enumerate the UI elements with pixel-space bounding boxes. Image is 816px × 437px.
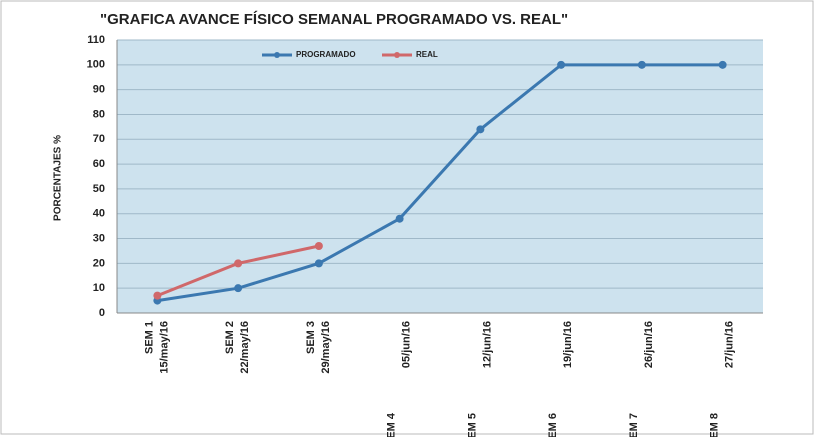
data-point bbox=[153, 291, 162, 300]
x-week-label: SEM 8 bbox=[709, 413, 721, 437]
y-tick-label: 50 bbox=[93, 183, 105, 195]
y-tick-label: 0 bbox=[99, 307, 105, 319]
y-tick-label: 60 bbox=[93, 158, 105, 170]
x-week-label: SEM 7 bbox=[628, 413, 640, 437]
y-tick-label: 90 bbox=[93, 84, 105, 96]
data-point bbox=[234, 284, 243, 293]
x-tick-label: 27/jun/16 bbox=[724, 321, 736, 368]
x-tick-label: 19/jun/16 bbox=[562, 321, 574, 368]
y-axis-label: PORCENTAJES % bbox=[53, 135, 64, 221]
y-tick-label: 70 bbox=[93, 133, 105, 145]
x-tick-label: 22/may/16 bbox=[239, 321, 251, 374]
y-tick-label: 110 bbox=[87, 34, 105, 46]
y-tick-label: 20 bbox=[93, 257, 105, 269]
x-week-label: SEM 2 bbox=[224, 321, 236, 354]
x-tick-label: 15/may/16 bbox=[158, 321, 170, 374]
data-point bbox=[637, 60, 646, 69]
legend-marker bbox=[394, 52, 400, 58]
chart-title: "GRAFICA AVANCE FÍSICO SEMANAL PROGRAMAD… bbox=[100, 11, 568, 28]
x-week-label: SEM 5 bbox=[466, 413, 478, 437]
data-point bbox=[314, 259, 323, 268]
data-point bbox=[718, 60, 727, 69]
data-point bbox=[557, 60, 566, 69]
legend-label: REAL bbox=[416, 50, 438, 59]
x-tick-label: 05/jun/16 bbox=[401, 321, 413, 368]
x-week-label: SEM 4 bbox=[386, 412, 398, 437]
x-week-label: SEM 1 bbox=[143, 321, 155, 354]
x-tick-label: 12/jun/16 bbox=[481, 321, 493, 368]
data-point bbox=[234, 259, 243, 268]
data-point bbox=[476, 125, 485, 134]
x-week-label: SEM 3 bbox=[305, 321, 317, 354]
x-tick-label: 29/may/16 bbox=[320, 321, 332, 374]
y-tick-label: 40 bbox=[93, 208, 105, 220]
y-tick-label: 100 bbox=[87, 59, 105, 71]
y-tick-label: 30 bbox=[93, 232, 105, 244]
legend-marker bbox=[274, 52, 280, 58]
x-tick-label: 26/jun/16 bbox=[643, 321, 655, 368]
x-week-label: SEM 6 bbox=[547, 413, 559, 437]
y-tick-label: 80 bbox=[93, 108, 105, 120]
data-point bbox=[314, 241, 323, 250]
y-tick-label: 10 bbox=[93, 282, 105, 294]
series-line bbox=[157, 63, 723, 303]
data-point bbox=[395, 214, 404, 223]
legend-label: PROGRAMADO bbox=[296, 50, 356, 59]
